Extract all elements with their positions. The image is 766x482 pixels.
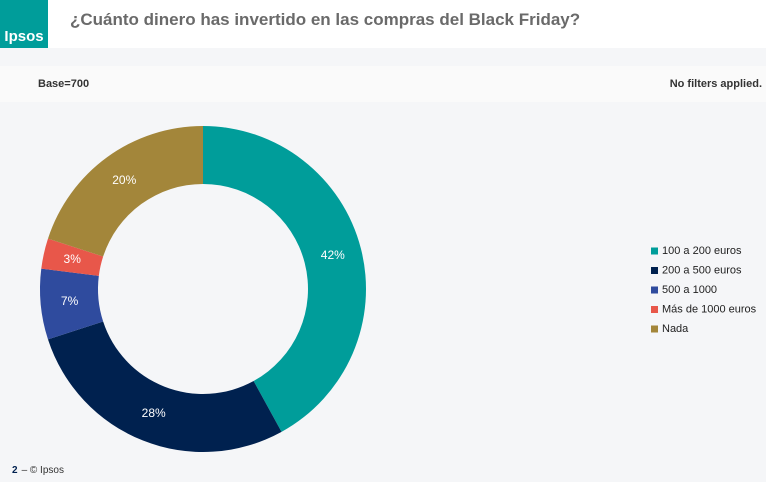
data-label: 42% [321, 248, 345, 262]
page-number: 2 [12, 465, 18, 476]
legend-swatch [651, 306, 658, 313]
donut-segment [47, 321, 282, 452]
logo: Ipsos [0, 0, 48, 48]
data-label: 20% [112, 173, 136, 187]
legend-label: 200 a 500 euros [662, 264, 742, 276]
data-label: 3% [64, 252, 82, 266]
legend-label: Nada [662, 323, 689, 335]
legend-swatch [651, 325, 658, 333]
legend-label: Más de 1000 euros [662, 303, 757, 315]
legend-swatch [651, 267, 658, 274]
legend-label: 100 a 200 euros [662, 245, 742, 257]
legend-swatch [651, 247, 658, 255]
legend-label: 500 a 1000 [662, 284, 717, 296]
filter-note: No filters applied. [669, 78, 762, 90]
donut-segment [39, 268, 104, 340]
donut-segment [203, 126, 366, 432]
chart-title: ¿Cuánto dinero has invertido en las comp… [70, 10, 581, 29]
base-note: Base=700 [38, 78, 90, 90]
header: Ipsos ¿Cuánto dinero has invertido en la… [0, 0, 766, 48]
data-label: 28% [142, 406, 166, 420]
data-label: 7% [61, 294, 79, 308]
donut-segment [47, 126, 204, 257]
info-bar: Base=700 No filters applied. [0, 66, 766, 102]
legend-swatch [651, 286, 658, 294]
copyright: – © Ipsos [21, 465, 64, 476]
footer: 2– © Ipsos [12, 465, 64, 476]
donut-segment [41, 238, 104, 276]
